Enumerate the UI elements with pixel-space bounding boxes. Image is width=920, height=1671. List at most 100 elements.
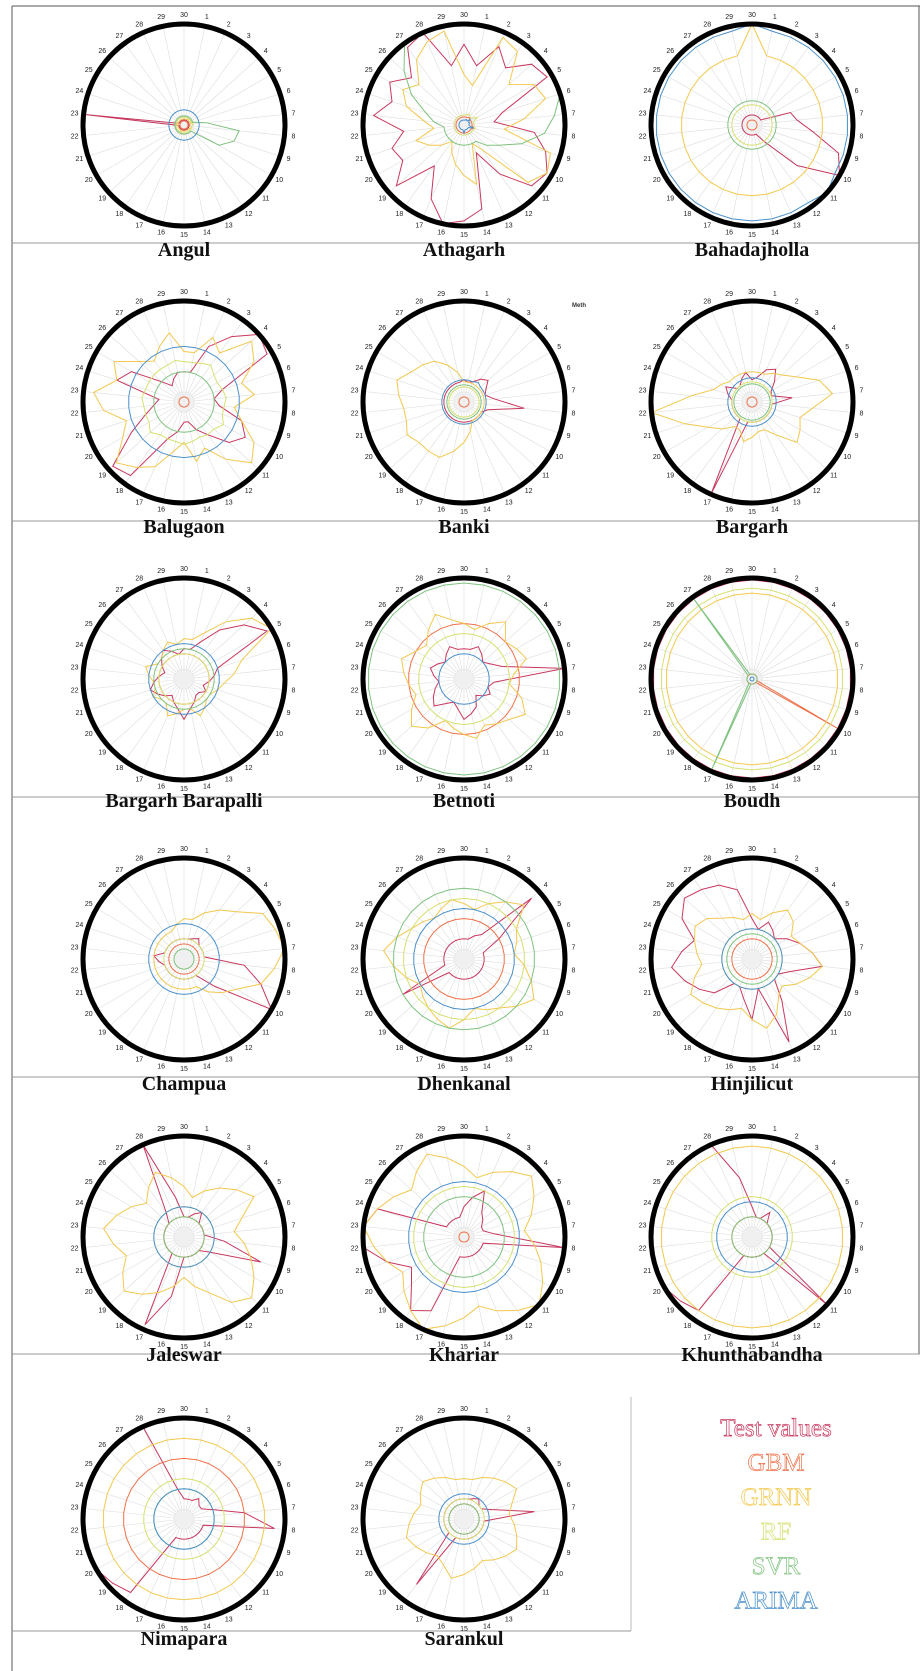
spoke: [651, 678, 753, 690]
spoke: [183, 1437, 244, 1520]
angle-label: 13: [793, 1056, 801, 1063]
angle-label: 18: [115, 211, 123, 218]
angle-label: 2: [507, 1415, 511, 1422]
chart-title: Khariar: [429, 1344, 499, 1366]
angle-label: 3: [247, 310, 251, 317]
angle-label: 28: [703, 575, 711, 582]
angle-label: 1: [773, 1126, 777, 1133]
angle-label: 18: [115, 1045, 123, 1052]
spoke: [751, 597, 812, 680]
angle-label: 28: [135, 1133, 143, 1140]
frame: [11, 5, 920, 1671]
radar-chart: 1234567891011121314151617181920212223242…: [351, 1124, 576, 1366]
angle-label: 26: [98, 1442, 106, 1449]
angle-label: 13: [505, 1056, 513, 1063]
angle-label: 10: [275, 1571, 283, 1578]
angle-label: 30: [180, 12, 188, 19]
angle-label: 10: [275, 454, 283, 461]
angle-label: 5: [557, 67, 561, 74]
angle-label: 6: [567, 922, 571, 929]
angle-label: 29: [437, 568, 445, 575]
spoke: [376, 1518, 465, 1570]
angle-label: 16: [437, 1341, 445, 1348]
spoke: [376, 124, 465, 176]
angle-label: 2: [795, 1133, 799, 1140]
angle-label: 8: [571, 967, 575, 974]
angle-label: 19: [666, 195, 674, 202]
series-line: [168, 109, 200, 141]
angle-label: 11: [830, 1307, 837, 1314]
radar-chart: 1234567891011121314151617181920212223242…: [639, 1124, 864, 1366]
outer-ring: [80, 575, 288, 783]
angle-label: 4: [264, 602, 268, 609]
spoke: [183, 948, 285, 960]
spoke: [363, 114, 465, 126]
spoke: [96, 1236, 185, 1288]
angle-label: 8: [291, 687, 295, 694]
spoke: [676, 334, 753, 403]
spoke: [162, 26, 185, 126]
angle-label: 8: [571, 1245, 575, 1252]
angle-label: 26: [666, 325, 674, 332]
spoke: [664, 1236, 753, 1288]
angle-label: 17: [135, 1616, 143, 1623]
angle-label: 14: [203, 783, 211, 790]
angle-label: 14: [203, 1341, 211, 1348]
angle-label: 29: [437, 291, 445, 298]
spoke: [87, 647, 185, 680]
series-line: [741, 111, 841, 177]
spoke: [676, 611, 753, 680]
angle-label: 26: [666, 48, 674, 55]
spoke: [108, 678, 185, 747]
angle-label: 20: [85, 1011, 93, 1018]
series-line: [402, 30, 552, 186]
angle-label: 26: [378, 325, 386, 332]
spoke: [183, 1155, 244, 1238]
angle-label: 20: [653, 177, 661, 184]
spoke: [751, 391, 853, 403]
spoke: [96, 351, 185, 403]
spoke: [692, 1155, 753, 1238]
spoke: [162, 678, 185, 778]
spoke: [162, 860, 185, 960]
spoke: [751, 958, 849, 991]
spoke: [183, 860, 206, 960]
angle-label: 11: [262, 1029, 269, 1036]
spoke: [463, 124, 561, 157]
angle-label: 20: [653, 454, 661, 461]
spoke: [751, 303, 774, 403]
spoke: [183, 1169, 260, 1238]
angle-label: 14: [483, 783, 491, 790]
angle-label: 20: [85, 1571, 93, 1578]
spoke: [655, 678, 753, 711]
spoke: [463, 678, 565, 690]
series-line: [413, 907, 515, 1011]
angle-label: 17: [703, 499, 711, 506]
angle-label: 30: [180, 1124, 188, 1131]
angle-label: 21: [355, 1550, 363, 1557]
inner-grid: [741, 391, 763, 413]
spoke: [388, 1451, 465, 1520]
angle-label: 27: [395, 33, 403, 40]
angle-label: 6: [855, 88, 859, 95]
angle-label: 14: [203, 1063, 211, 1070]
spoke: [655, 958, 753, 991]
angle-label: 24: [75, 1482, 83, 1489]
angle-label: 15: [460, 509, 468, 516]
angle-label: 28: [135, 1415, 143, 1422]
spoke: [183, 908, 272, 960]
angle-label: 21: [643, 710, 651, 717]
angle-label: 23: [639, 110, 647, 117]
angle-label: 22: [351, 133, 359, 140]
angle-label: 3: [815, 33, 819, 40]
spoke: [124, 1437, 185, 1520]
spoke: [162, 303, 185, 403]
outer-ring: [80, 298, 288, 506]
angle-label: 1: [773, 291, 777, 298]
angle-label: 10: [275, 731, 283, 738]
spoke: [162, 1138, 185, 1238]
spoke: [463, 26, 486, 126]
spoke: [83, 401, 185, 413]
series-line: [123, 1457, 245, 1581]
spoke: [751, 320, 812, 403]
